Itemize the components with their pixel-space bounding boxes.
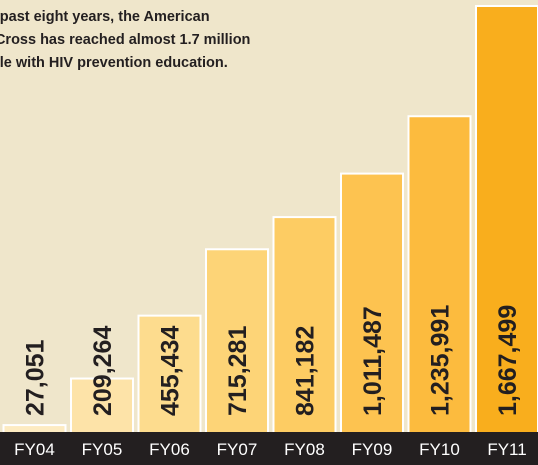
- bar-fy06: [137, 314, 202, 435]
- bar-fy05: [70, 377, 134, 435]
- value-label-fy08: 841,182: [292, 326, 320, 416]
- chart-headline: the past eight years, the American ed Cr…: [0, 6, 354, 75]
- value-label-fy04: 27,051: [22, 339, 50, 416]
- tick-label-fy11: FY11: [487, 440, 526, 459]
- x-axis-ticks: FY04 FY05 FY06 FY07 FY08 FY09 FY10 FY11: [14, 440, 527, 459]
- tick-label-fy04: FY04: [14, 440, 55, 459]
- tick-label-fy05: FY05: [82, 440, 123, 459]
- value-label-fy05: 209,264: [89, 326, 117, 416]
- x-axis-band: [0, 432, 538, 465]
- tick-label-fy07: FY07: [217, 440, 258, 459]
- bars-layer: 27,051 209,264 455,434 715,281 841,182 1,011,…: [2, 5, 538, 436]
- headline-line-3: eople with HIV prevention education.: [0, 55, 228, 71]
- tick-label-fy09: FY09: [352, 440, 393, 459]
- value-label-fy06: 455,434: [157, 326, 185, 416]
- value-label-fy09: 1,011,487: [359, 306, 387, 416]
- bar-fy08: [272, 216, 337, 435]
- bar-fy09: [340, 172, 404, 436]
- headline-line-2: ed Cross has reached almost 1.7 million: [0, 32, 251, 48]
- value-label-fy10: 1,235,991: [427, 305, 455, 416]
- value-label-fy07: 715,281: [224, 326, 252, 416]
- tick-label-fy10: FY10: [419, 440, 460, 459]
- value-label-fy11: 1,667,499: [494, 305, 522, 416]
- bar-fy07: [205, 248, 269, 435]
- tick-label-fy06: FY06: [149, 440, 190, 459]
- tick-label-fy08: FY08: [284, 440, 325, 459]
- headline-line-1: the past eight years, the American: [0, 9, 210, 25]
- bar-fy10: [407, 115, 472, 435]
